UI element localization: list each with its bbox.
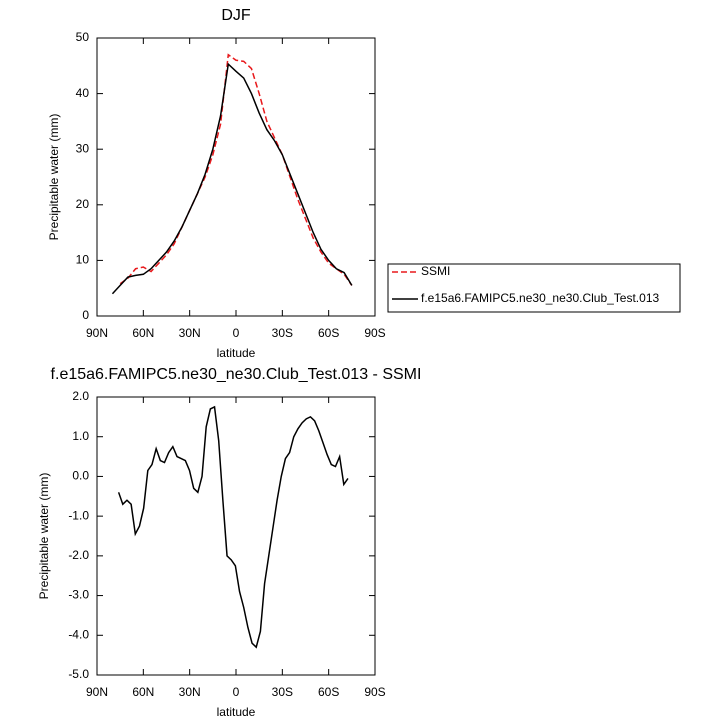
y-tick-label: 0.0 bbox=[72, 469, 89, 483]
y-axis-label: Precipitable water (mm) bbox=[37, 473, 51, 600]
x-tick-label: 30N bbox=[179, 326, 201, 340]
x-tick-label: 60N bbox=[132, 326, 154, 340]
x-axis-label: latitude bbox=[217, 705, 256, 719]
legend-label: SSMI bbox=[421, 264, 450, 278]
y-tick-label: 40 bbox=[76, 86, 90, 100]
y-tick-label: -2.0 bbox=[68, 548, 89, 562]
chart-title: f.e15a6.FAMIPC5.ne30_ne30.Club_Test.013 … bbox=[51, 366, 422, 383]
x-tick-label: 60S bbox=[318, 685, 339, 699]
plot-frame bbox=[96, 396, 376, 676]
y-tick-label: 1.0 bbox=[72, 429, 89, 443]
y-tick-label: 10 bbox=[76, 253, 90, 267]
y-tick-label: -4.0 bbox=[68, 627, 89, 641]
x-tick-label: 90S bbox=[364, 685, 385, 699]
plot-frame bbox=[96, 37, 376, 317]
y-tick-label: -3.0 bbox=[68, 588, 89, 602]
x-tick-label: 30N bbox=[179, 685, 201, 699]
x-tick-label: 90N bbox=[86, 685, 108, 699]
legend-label: f.e15a6.FAMIPC5.ne30_ne30.Club_Test.013 bbox=[421, 291, 659, 305]
y-tick-label: -1.0 bbox=[68, 508, 89, 522]
x-tick-label: 0 bbox=[233, 326, 240, 340]
y-tick-label: 50 bbox=[76, 30, 90, 44]
y-axis-label: Precipitable water (mm) bbox=[47, 114, 61, 241]
x-tick-label: 60N bbox=[132, 685, 154, 699]
x-tick-label: 90N bbox=[86, 326, 108, 340]
x-axis-label: latitude bbox=[217, 346, 256, 360]
y-tick-label: 20 bbox=[76, 197, 90, 211]
x-tick-label: 30S bbox=[272, 685, 293, 699]
series-line bbox=[111, 62, 353, 295]
x-tick-label: 60S bbox=[318, 326, 339, 340]
x-tick-label: 0 bbox=[233, 685, 240, 699]
series-line bbox=[119, 53, 353, 286]
x-tick-label: 90S bbox=[364, 326, 385, 340]
chart-title: DJF bbox=[221, 7, 251, 24]
y-tick-label: 30 bbox=[76, 141, 90, 155]
x-tick-label: 30S bbox=[272, 326, 293, 340]
y-tick-label: -5.0 bbox=[68, 667, 89, 681]
y-tick-label: 2.0 bbox=[72, 389, 89, 403]
y-tick-label: 0 bbox=[82, 308, 89, 322]
legend-box bbox=[387, 263, 681, 313]
series-line bbox=[117, 405, 349, 649]
